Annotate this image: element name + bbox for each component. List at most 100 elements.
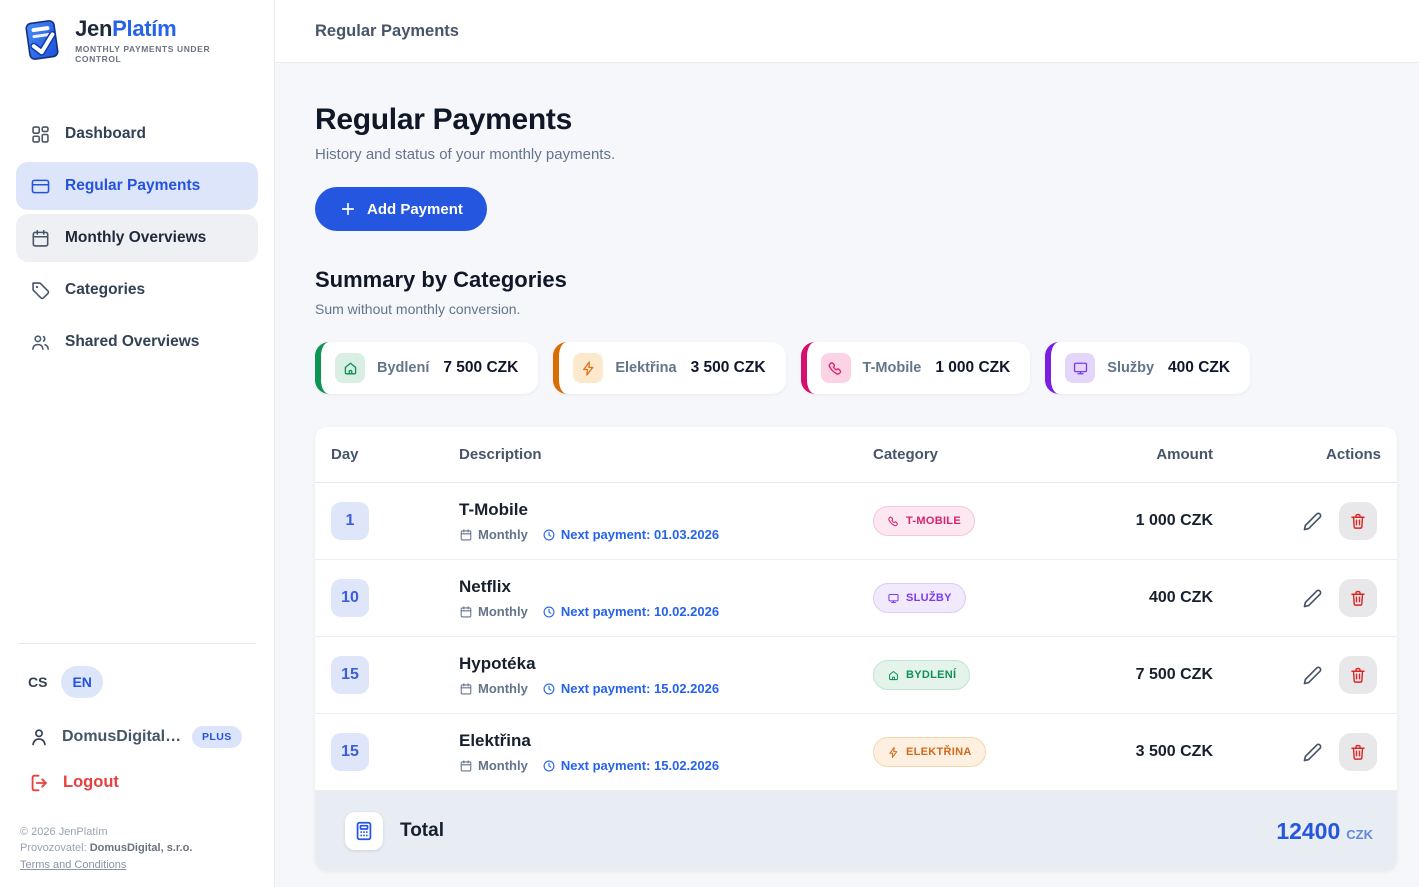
category-amount: 3 500 CZK (690, 359, 766, 376)
user-icon (28, 726, 50, 748)
brand: JenPlatím MONTHLY PAYMENTS UNDER CONTROL (16, 14, 258, 66)
total-amount: 12400 CZK (1276, 817, 1373, 844)
sidebar-divider (18, 642, 256, 644)
app-title: JenPlatím (75, 16, 177, 41)
table-row: 10 Netflix Monthly Next payment: 10.02.2… (315, 560, 1397, 637)
page-title: Regular Payments (315, 103, 572, 136)
topbar: Regular Payments (275, 0, 1419, 63)
edit-button[interactable] (1302, 665, 1323, 686)
calendar-icon (459, 528, 473, 542)
user-name: DomusDigital… (62, 727, 180, 745)
col-day: Day (331, 446, 359, 463)
edit-button[interactable] (1302, 511, 1323, 532)
next-payment: Next payment: 15.02.2026 (542, 681, 719, 696)
payment-frequency: Monthly (459, 681, 528, 696)
table-body: 1 T-Mobile Monthly Next payment: 01.03.2… (315, 483, 1397, 791)
monitor-icon (1072, 360, 1089, 377)
summary-card: T-Mobile 1 000 CZK (800, 342, 1031, 394)
category-badge: T-MOBILE (873, 506, 975, 536)
trash-icon (1349, 589, 1367, 607)
delete-button[interactable] (1339, 733, 1377, 771)
app-logo-icon (18, 16, 65, 64)
table-row: 15 Elektřina Monthly Next payment: 15.02… (315, 714, 1397, 791)
day-badge: 1 (331, 502, 369, 540)
category-amount: 400 CZK (1168, 359, 1231, 376)
edit-button[interactable] (1302, 588, 1323, 609)
col-description: Description (459, 446, 542, 463)
category-label: T-Mobile (862, 360, 922, 376)
payment-name: Elektřina (459, 731, 531, 750)
day-badge: 15 (331, 656, 369, 694)
summary-cards: Bydlení 7 500 CZK Elektřina 3 500 CZK T-… (315, 342, 1397, 394)
table-header: Day Description Category Amount Actions (315, 427, 1397, 483)
calendar-icon (459, 605, 473, 619)
summary-card: Služby 400 CZK (1045, 342, 1251, 394)
sidebar-item-regular-payments[interactable]: Regular Payments (16, 162, 258, 210)
plus-icon (339, 200, 357, 218)
operator-line: Provozovatel: DomusDigital, s.r.o. (20, 842, 193, 854)
category-badge: ELEKTŘINA (873, 737, 986, 767)
sidebar-footer: © 2026 JenPlatím Provozovatel: DomusDigi… (16, 824, 258, 874)
dashboard-icon (30, 124, 51, 145)
sidebar-item-monthly-overviews[interactable]: Monthly Overviews (16, 214, 258, 262)
col-category: Category (873, 446, 939, 463)
col-actions: Actions (1325, 446, 1381, 463)
category-label: Bydlení (377, 360, 430, 376)
payments-table: Day Description Category Amount Actions … (315, 427, 1397, 871)
day-badge: 15 (331, 733, 369, 771)
pencil-icon (1302, 588, 1323, 609)
bolt-icon (887, 746, 900, 759)
sidebar-item-dashboard[interactable]: Dashboard (16, 110, 258, 158)
payment-frequency: Monthly (459, 604, 528, 619)
delete-button[interactable] (1339, 579, 1377, 617)
calendar-icon (459, 759, 473, 773)
payment-name: Netflix (459, 577, 511, 596)
edit-button[interactable] (1302, 742, 1323, 763)
topbar-title: Regular Payments (315, 21, 459, 40)
bolt-icon (580, 360, 597, 377)
next-payment: Next payment: 15.02.2026 (542, 758, 719, 773)
payment-amount: 3 500 CZK (1135, 743, 1213, 760)
sidebar-nav: Dashboard Regular Payments Monthly Overv… (16, 110, 258, 366)
clock-icon (542, 605, 556, 619)
delete-button[interactable] (1339, 502, 1377, 540)
language-toggle: CS EN (16, 665, 258, 698)
add-payment-button[interactable]: Add Payment (315, 187, 487, 231)
pencil-icon (1302, 742, 1323, 763)
phone-icon (827, 360, 844, 377)
lang-cs[interactable]: CS (28, 673, 48, 690)
delete-button[interactable] (1339, 656, 1377, 694)
main-area: Regular Payments Regular Payments Histor… (275, 0, 1419, 887)
tag-icon (30, 280, 51, 301)
summary-card: Bydlení 7 500 CZK (315, 342, 539, 394)
clock-icon (542, 528, 556, 542)
calendar-icon (459, 682, 473, 696)
logout-button[interactable]: Logout (16, 772, 258, 794)
pencil-icon (1302, 511, 1323, 532)
next-payment: Next payment: 01.03.2026 (542, 527, 719, 542)
payment-amount: 400 CZK (1148, 589, 1213, 606)
payment-amount: 7 500 CZK (1135, 666, 1213, 683)
sidebar-item-shared-overviews[interactable]: Shared Overviews (16, 318, 258, 366)
payment-amount: 1 000 CZK (1135, 512, 1213, 529)
logout-label: Logout (63, 773, 119, 791)
logout-icon (28, 772, 50, 794)
summary-title: Summary by Categories (315, 267, 567, 292)
plan-badge: PLUS (192, 725, 242, 748)
pencil-icon (1302, 665, 1323, 686)
table-row: 15 Hypotéka Monthly Next payment: 15.02.… (315, 637, 1397, 714)
clock-icon (542, 682, 556, 696)
terms-link[interactable]: Terms and Conditions (20, 858, 127, 871)
table-row: 1 T-Mobile Monthly Next payment: 01.03.2… (315, 483, 1397, 560)
sidebar-item-categories[interactable]: Categories (16, 266, 258, 314)
user-menu[interactable]: DomusDigital… PLUS (16, 725, 258, 748)
category-badge: BYDLENÍ (873, 660, 971, 690)
category-badge: SLUŽBY (873, 583, 966, 613)
lang-en[interactable]: EN (61, 665, 103, 698)
trash-icon (1349, 666, 1367, 684)
home-icon (342, 360, 359, 377)
payment-frequency: Monthly (459, 758, 528, 773)
day-badge: 10 (331, 579, 369, 617)
total-row: Total 12400 CZK (315, 791, 1397, 871)
category-amount: 1 000 CZK (935, 359, 1011, 376)
